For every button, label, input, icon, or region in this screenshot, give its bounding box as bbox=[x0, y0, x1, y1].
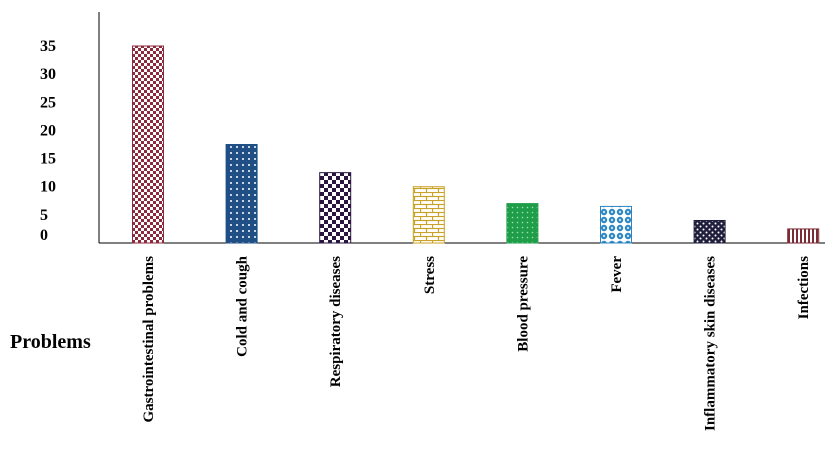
y-tick-label: 5 bbox=[40, 207, 48, 224]
y-tick-label: 15 bbox=[40, 151, 56, 168]
y-tick-label: 0 bbox=[40, 227, 48, 244]
bar bbox=[412, 186, 445, 244]
bar bbox=[319, 172, 352, 244]
x-category-label: Inflammatory skin diseases bbox=[703, 256, 719, 431]
y-tick-label: 20 bbox=[40, 122, 56, 139]
bar bbox=[506, 203, 539, 244]
x-category-label: Gastrointestinal problems bbox=[141, 256, 157, 423]
y-tick-label: 25 bbox=[40, 94, 56, 111]
x-category-label: Fever bbox=[609, 256, 625, 293]
bar bbox=[600, 205, 632, 244]
x-category-label: Respiratory diseases bbox=[328, 256, 344, 387]
bar bbox=[693, 219, 726, 244]
x-axis-title: Problems bbox=[10, 331, 91, 353]
x-category-label: Infections bbox=[796, 256, 812, 319]
bar bbox=[225, 144, 258, 244]
y-tick-label: 35 bbox=[40, 38, 56, 55]
x-category-label: Cold and cough bbox=[235, 255, 251, 357]
y-tick-label: 10 bbox=[40, 179, 56, 196]
x-category-label: Stress bbox=[422, 256, 438, 294]
x-category-label: Blood pressure bbox=[515, 256, 531, 352]
bar bbox=[132, 45, 164, 244]
y-tick-label: 30 bbox=[40, 66, 56, 83]
bar bbox=[787, 228, 820, 244]
